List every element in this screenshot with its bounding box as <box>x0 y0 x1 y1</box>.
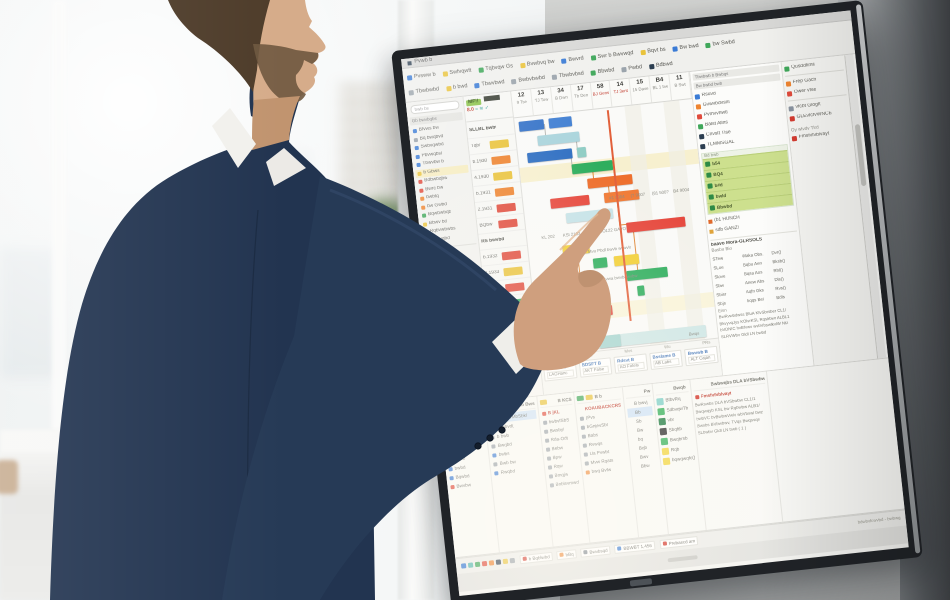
cuff-button <box>486 434 494 442</box>
cuff-button <box>474 442 482 450</box>
neck <box>252 96 300 150</box>
head <box>168 0 326 186</box>
cup <box>0 460 18 494</box>
cuff-button <box>498 426 506 434</box>
hair <box>168 0 270 92</box>
window-mullion <box>52 0 66 430</box>
shirt-collar-right <box>266 148 306 186</box>
shirt-collar <box>212 108 256 168</box>
pointing-hand <box>513 208 612 371</box>
beard <box>253 44 319 104</box>
